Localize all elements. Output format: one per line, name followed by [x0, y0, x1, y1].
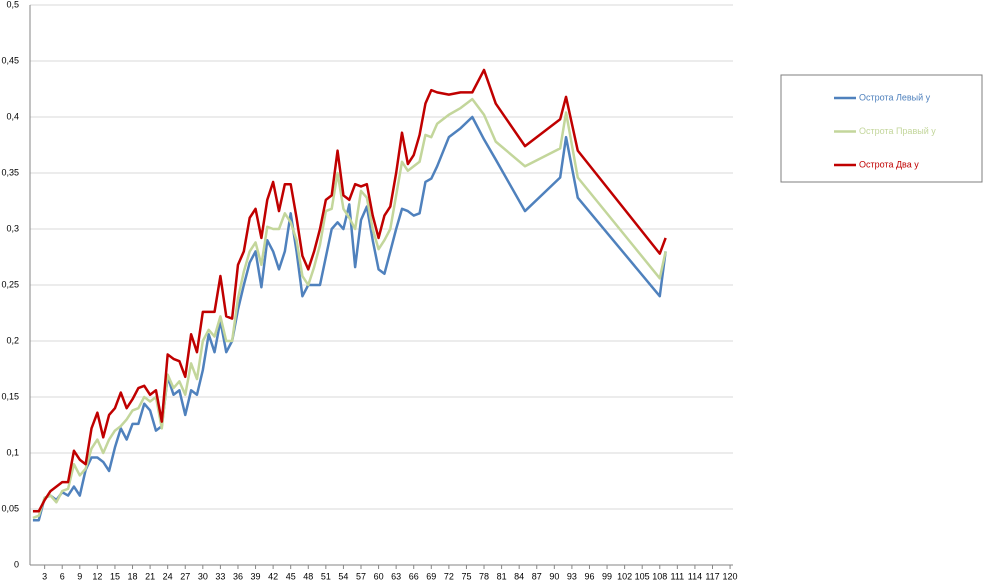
x-tick-label: 9 [77, 571, 82, 581]
legend-label: Острота Правый у [859, 126, 936, 136]
x-tick-label: 18 [128, 571, 138, 581]
y-tick-label: 0,3 [6, 223, 19, 233]
x-tick-label: 33 [215, 571, 225, 581]
x-tick-label: 102 [617, 571, 632, 581]
x-tick-label: 12 [92, 571, 102, 581]
x-tick-label: 27 [180, 571, 190, 581]
x-tick-label: 96 [584, 571, 594, 581]
x-tick-label: 111 [671, 571, 685, 581]
y-tick-label: 0,5 [6, 0, 19, 9]
x-tick-label: 39 [251, 571, 261, 581]
x-tick-label: 60 [374, 571, 384, 581]
x-tick-label: 99 [602, 571, 612, 581]
x-tick-label: 21 [145, 571, 155, 581]
x-tick-label: 105 [635, 571, 650, 581]
y-tick-label: 0 [14, 559, 19, 569]
x-tick-label: 6 [60, 571, 65, 581]
series-line [32, 68, 667, 513]
x-tick-label: 3 [42, 571, 47, 581]
x-tick-label: 54 [338, 571, 348, 581]
y-tick-label: 0,15 [1, 391, 19, 401]
legend-label: Острота Левый у [859, 92, 931, 102]
y-tick-label: 0,25 [1, 279, 19, 289]
y-tick-label: 0,1 [6, 447, 19, 457]
x-tick-label: 24 [163, 571, 173, 581]
x-tick-label: 108 [652, 571, 667, 581]
x-tick-label: 114 [688, 571, 702, 581]
x-tick-label: 72 [444, 571, 454, 581]
x-tick-label: 84 [514, 571, 524, 581]
x-tick-label: 51 [321, 571, 331, 581]
x-tick-label: 57 [356, 571, 366, 581]
y-tick-label: 0,05 [1, 503, 19, 513]
x-tick-label: 87 [532, 571, 542, 581]
x-tick-label: 120 [723, 571, 738, 581]
x-tick-label: 15 [110, 571, 120, 581]
x-tick-label: 93 [567, 571, 577, 581]
x-tick-label: 117 [705, 571, 719, 581]
legend-box [780, 74, 983, 183]
legend: Острота Левый у Острота Правый у Острота Д… [780, 74, 983, 183]
legend-label: Острота Два у [859, 159, 919, 169]
x-tick-label: 69 [426, 571, 436, 581]
series-line [32, 97, 667, 520]
series-line [32, 115, 667, 522]
x-tick-label: 30 [198, 571, 208, 581]
x-tick-label: 63 [391, 571, 401, 581]
x-tick-label: 81 [497, 571, 507, 581]
x-tick-label: 48 [303, 571, 313, 581]
x-tick-label: 36 [233, 571, 243, 581]
y-tick-label: 0,45 [1, 55, 19, 65]
y-tick-label: 0,2 [6, 335, 19, 345]
y-tick-label: 0,4 [6, 111, 19, 121]
x-tick-label: 90 [549, 571, 559, 581]
x-tick-label: 42 [268, 571, 278, 581]
x-tick-label: 75 [461, 571, 471, 581]
x-tick-label: 45 [286, 571, 296, 581]
x-tick-label: 66 [409, 571, 419, 581]
y-tick-label: 0,35 [1, 167, 19, 177]
x-tick-label: 78 [479, 571, 489, 581]
